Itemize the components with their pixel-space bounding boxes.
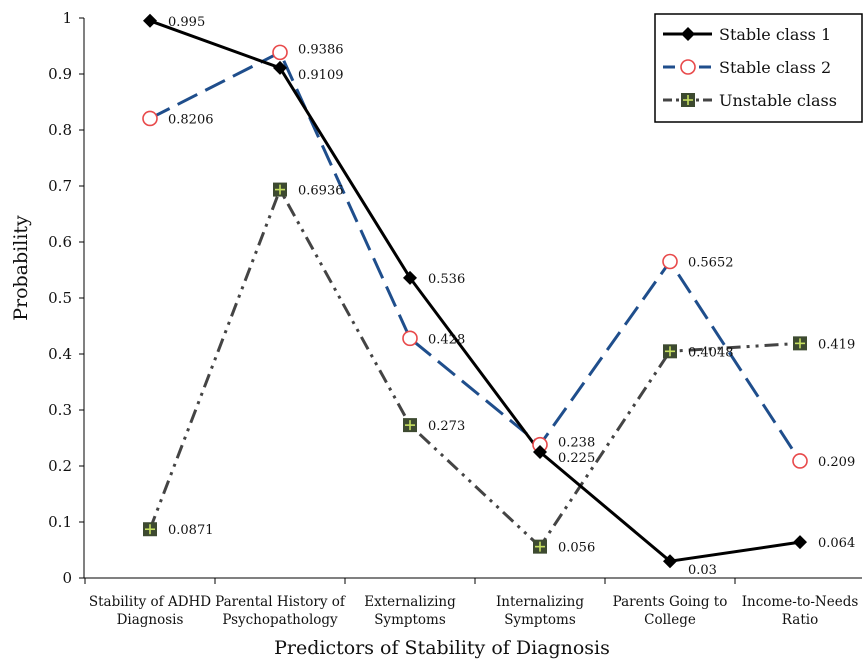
y-tick-label: 1 [62, 9, 72, 27]
data-point-0 [143, 13, 157, 28]
data-labels: 0.995 0.9109 0.536 0.225 0.03 0.064 0.8206 0.93… [168, 15, 855, 578]
legend-label: Unstable class [719, 91, 837, 110]
series-line-2 [148, 186, 801, 549]
x-category-label: Psychopathology [222, 612, 338, 628]
legend-marker [681, 93, 695, 107]
x-category-label: Parents Going to [613, 594, 728, 610]
y-tick-label: 0.5 [48, 289, 72, 307]
data-point-2 [793, 336, 807, 351]
y-tick-label: 0.1 [48, 513, 72, 531]
data-label: 0.03 [688, 563, 717, 578]
data-point-0 [273, 60, 287, 75]
data-label: 0.225 [558, 451, 595, 466]
data-point-1 [272, 44, 288, 61]
y-tick-label: 0.8 [48, 121, 72, 139]
data-label: 0.5652 [688, 255, 734, 270]
x-category-label: Symptoms [504, 612, 576, 628]
x-category-label: Externalizing [364, 594, 456, 610]
y-axis-title: Probability [10, 215, 32, 321]
data-point-2 [533, 539, 547, 554]
x-category-label: Ratio [782, 612, 818, 628]
data-label: 0.6936 [298, 184, 344, 199]
data-label: 0.995 [168, 15, 205, 30]
legend-marker [681, 27, 695, 41]
data-point-2 [403, 418, 417, 433]
data-label: 0.064 [818, 536, 855, 551]
x-category-label: Income-to-Needs [742, 594, 859, 610]
data-label: 0.209 [818, 455, 855, 470]
y-tick-label: 0 [62, 569, 72, 587]
y-tick-label: 0.7 [48, 177, 72, 195]
data-point-0 [663, 554, 677, 569]
legend: Stable class 1 Stable class 2 Unstable cla… [654, 13, 863, 123]
y-tick-labels: 0 0.1 0.2 0.3 0.4 0.5 0.6 0.7 0.8 0.9 1 [48, 9, 84, 587]
data-label: 0.056 [558, 541, 595, 556]
data-point-0 [403, 270, 417, 285]
legend-marker [680, 59, 696, 75]
data-label: 0.238 [558, 436, 595, 451]
data-label: 0.536 [428, 272, 465, 287]
data-label: 0.8206 [168, 112, 214, 127]
y-tick-label: 0.2 [48, 457, 72, 475]
data-label: 0.0871 [168, 523, 214, 538]
series-markers [142, 13, 808, 569]
x-category-labels: Stability of ADHD Diagnosis Parental Histo… [84, 578, 859, 628]
data-label: 0.9386 [298, 42, 344, 57]
y-tick-label: 0.6 [48, 233, 72, 251]
data-point-1 [792, 453, 808, 469]
series-line-0 [149, 19, 801, 563]
data-point-2 [663, 344, 677, 359]
data-point-1 [142, 110, 158, 127]
x-category-label: Internalizing [496, 594, 584, 610]
data-point-0 [533, 445, 547, 459]
x-axis-title: Predictors of Stability of Diagnosis [274, 637, 610, 659]
data-point-1 [402, 330, 418, 347]
data-point-2 [143, 522, 157, 537]
y-tick-label: 0.3 [48, 401, 72, 419]
legend-label: Stable class 2 [719, 58, 831, 77]
legend-label: Stable class 1 [719, 25, 831, 44]
x-category-label: Symptoms [374, 612, 446, 628]
data-label: 0.9109 [298, 68, 344, 83]
x-category-label: Stability of ADHD [89, 594, 211, 610]
data-label: 0.419 [818, 337, 855, 352]
data-label: 0.273 [428, 419, 465, 434]
data-label: 0.4048 [688, 345, 734, 360]
y-tick-label: 0.9 [48, 65, 72, 83]
data-point-1 [662, 253, 678, 270]
x-category-label: College [644, 612, 696, 628]
series-line-1 [149, 50, 802, 462]
x-category-label: Diagnosis [117, 612, 184, 628]
data-point-2 [273, 182, 287, 197]
data-point-0 [793, 535, 807, 550]
x-category-label: Parental History of [215, 594, 346, 610]
y-tick-label: 0.4 [48, 345, 72, 363]
data-label: 0.428 [428, 332, 465, 347]
series-lines [148, 19, 802, 563]
